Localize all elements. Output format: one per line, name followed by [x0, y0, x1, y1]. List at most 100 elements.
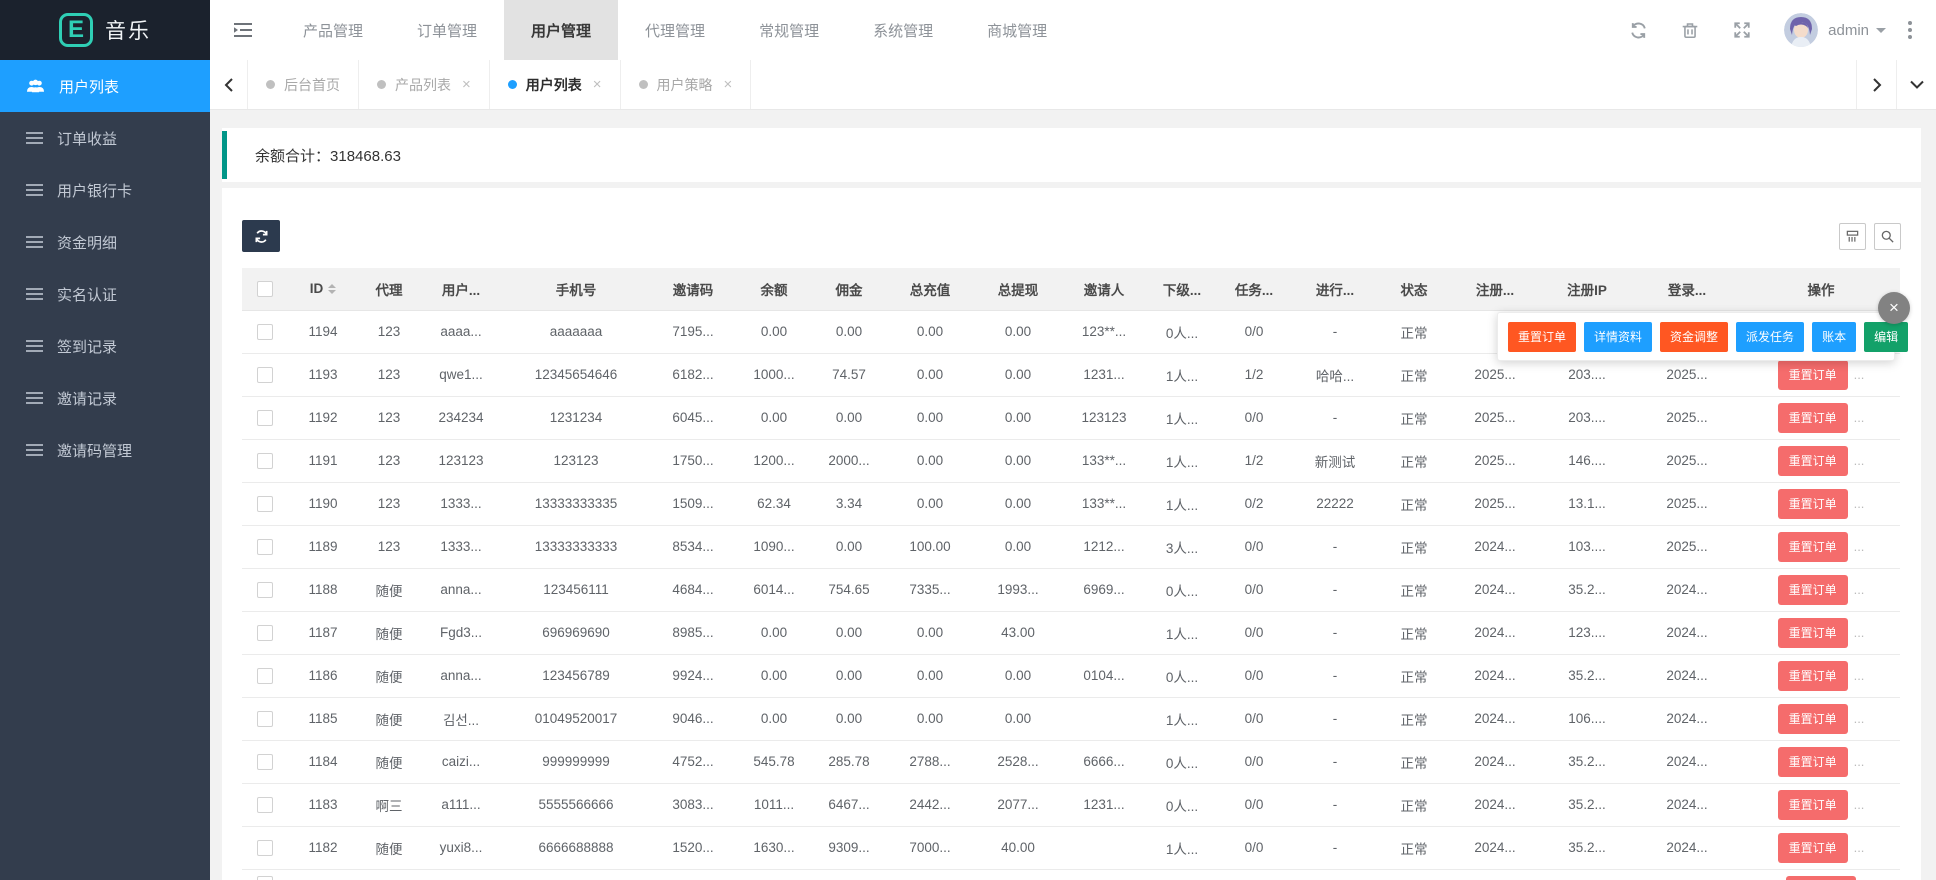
- row-checkbox[interactable]: [257, 495, 273, 512]
- topnav-item-2[interactable]: 订单管理: [417, 22, 478, 40]
- table-refresh-button[interactable]: [242, 220, 280, 252]
- fullscreen-icon[interactable]: [1716, 0, 1768, 60]
- reset-order-button[interactable]: 重置订单: [1785, 875, 1856, 880]
- reset-order-button[interactable]: 重置订单: [1777, 617, 1848, 648]
- sidebar-item-2[interactable]: 订单收益: [0, 112, 210, 164]
- row-checkbox[interactable]: [257, 624, 273, 641]
- reset-order-button[interactable]: 重置订单: [1777, 445, 1848, 476]
- row-checkbox[interactable]: [257, 452, 273, 469]
- tab-2[interactable]: 产品列表 ×: [359, 60, 490, 109]
- tab-1[interactable]: 后台首页: [248, 60, 359, 109]
- cell-subordinate: 1人...: [1146, 353, 1218, 397]
- chevron-down-icon[interactable]: [1876, 28, 1886, 38]
- tab-close-icon[interactable]: ×: [723, 76, 733, 93]
- sidebar-item-label: 用户银行卡: [57, 182, 133, 200]
- reset-order-button[interactable]: 重置订单: [1777, 660, 1848, 691]
- row-more-actions[interactable]: ...: [1853, 839, 1865, 855]
- tabs-scroll-left-icon[interactable]: [210, 60, 248, 109]
- cell-ongoing: -: [1290, 568, 1380, 612]
- cell-user: 1333...: [420, 525, 502, 569]
- sidebar-item-8[interactable]: 邀请码管理: [0, 424, 210, 476]
- row-checkbox[interactable]: [257, 581, 273, 598]
- row-more-actions[interactable]: ...: [1853, 581, 1865, 597]
- row-checkbox[interactable]: [257, 409, 273, 426]
- popup-close-icon[interactable]: ×: [1878, 292, 1910, 324]
- topnav-item-3[interactable]: 用户管理: [504, 0, 619, 60]
- topnav-item-6[interactable]: 系统管理: [873, 22, 934, 40]
- cell-total_recharge: 0.00: [886, 482, 974, 526]
- row-checkbox[interactable]: [257, 366, 273, 383]
- tab-close-icon[interactable]: ×: [592, 76, 602, 93]
- refresh-icon[interactable]: [1612, 0, 1664, 60]
- column-header-reg_time: 注册...: [1448, 268, 1542, 311]
- sidebar-item-3[interactable]: 用户银行卡: [0, 164, 210, 216]
- row-checkbox[interactable]: [257, 538, 273, 555]
- topnav-item-5[interactable]: 常规管理: [759, 22, 820, 40]
- row-checkbox[interactable]: [257, 875, 273, 880]
- popup-button-5[interactable]: 账本: [1812, 321, 1857, 352]
- clear-cache-trash-icon[interactable]: [1664, 0, 1716, 60]
- reset-order-button[interactable]: 重置订单: [1777, 488, 1848, 519]
- tab-4[interactable]: 用户策略 ×: [621, 60, 752, 109]
- reset-order-button[interactable]: 重置订单: [1777, 574, 1848, 605]
- sidebar-item-6[interactable]: 签到记录: [0, 320, 210, 372]
- column-label: 总充值: [909, 282, 951, 298]
- tab-3[interactable]: 用户列表 ×: [490, 60, 621, 109]
- row-checkbox[interactable]: [257, 710, 273, 727]
- sidebar-item-5[interactable]: 实名认证: [0, 268, 210, 320]
- cell-total_recharge: 0.00: [886, 353, 974, 397]
- row-checkbox[interactable]: [257, 753, 273, 770]
- topnav-item-4[interactable]: 代理管理: [645, 22, 706, 40]
- kebab-menu-icon[interactable]: [1908, 21, 1912, 39]
- tab-close-icon[interactable]: ×: [462, 76, 471, 93]
- topnav-item-7[interactable]: 商城管理: [987, 22, 1048, 40]
- row-more-actions[interactable]: ...: [1853, 452, 1865, 468]
- row-checkbox[interactable]: [257, 839, 273, 856]
- row-checkbox[interactable]: [257, 323, 273, 340]
- column-filter-icon[interactable]: [1839, 222, 1866, 250]
- topnav-item-1[interactable]: 产品管理: [303, 22, 364, 40]
- row-more-actions[interactable]: ...: [1853, 409, 1865, 425]
- popup-button-3[interactable]: 资金调整: [1660, 321, 1729, 352]
- cell-subordinate: 0人...: [1146, 568, 1218, 612]
- row-more-actions[interactable]: ...: [1853, 538, 1865, 554]
- row-more-actions[interactable]: ...: [1853, 495, 1865, 511]
- reset-order-button[interactable]: 重置订单: [1777, 359, 1848, 390]
- row-more-actions[interactable]: ...: [1853, 624, 1865, 640]
- reset-order-button[interactable]: 重置订单: [1777, 789, 1848, 820]
- row-checkbox[interactable]: [257, 667, 273, 684]
- cell-reg_time: 2024...: [1448, 826, 1542, 870]
- reset-order-button[interactable]: 重置订单: [1777, 402, 1848, 433]
- collapse-sidebar-icon[interactable]: [210, 0, 276, 60]
- tabs-menu-chevron-icon[interactable]: [1896, 60, 1936, 109]
- table-row: 1182 随便 yuxi8... 6666688888 1520... 1630... 93…: [242, 826, 1900, 870]
- reset-order-button[interactable]: 重置订单: [1777, 746, 1848, 777]
- popup-button-6[interactable]: 编辑: [1864, 321, 1909, 352]
- reset-order-button[interactable]: 重置订单: [1777, 531, 1848, 562]
- sort-icon[interactable]: [328, 283, 337, 294]
- tabs-scroll-right-icon[interactable]: [1856, 60, 1896, 109]
- row-more-actions[interactable]: ...: [1853, 796, 1865, 812]
- popup-button-2[interactable]: 详情资料: [1584, 321, 1653, 352]
- row-more-actions[interactable]: ...: [1853, 753, 1865, 769]
- reset-order-button[interactable]: 重置订单: [1777, 832, 1848, 863]
- popup-button-1[interactable]: 重置订单: [1508, 321, 1577, 352]
- cell-status: 正常: [1380, 740, 1448, 784]
- reset-order-button[interactable]: 重置订单: [1777, 703, 1848, 734]
- row-checkbox[interactable]: [257, 796, 273, 813]
- cell-agent: [358, 869, 420, 880]
- row-more-actions[interactable]: ...: [1853, 710, 1865, 726]
- cell-task: 1/2: [1218, 353, 1290, 397]
- row-more-actions[interactable]: ...: [1853, 366, 1865, 382]
- search-icon[interactable]: [1874, 222, 1901, 250]
- username[interactable]: admin: [1828, 21, 1869, 39]
- app-title: 音乐: [105, 20, 151, 43]
- avatar[interactable]: [1784, 13, 1819, 47]
- sidebar-item-7[interactable]: 邀请记录: [0, 372, 210, 424]
- row-more-actions[interactable]: ...: [1853, 667, 1865, 683]
- sidebar-item-1[interactable]: 用户列表: [0, 60, 210, 112]
- popup-button-4[interactable]: 派发任务: [1736, 321, 1805, 352]
- sidebar-item-4[interactable]: 资金明细: [0, 216, 210, 268]
- select-all-checkbox[interactable]: [257, 280, 273, 297]
- cell-task: 1/2: [1218, 439, 1290, 483]
